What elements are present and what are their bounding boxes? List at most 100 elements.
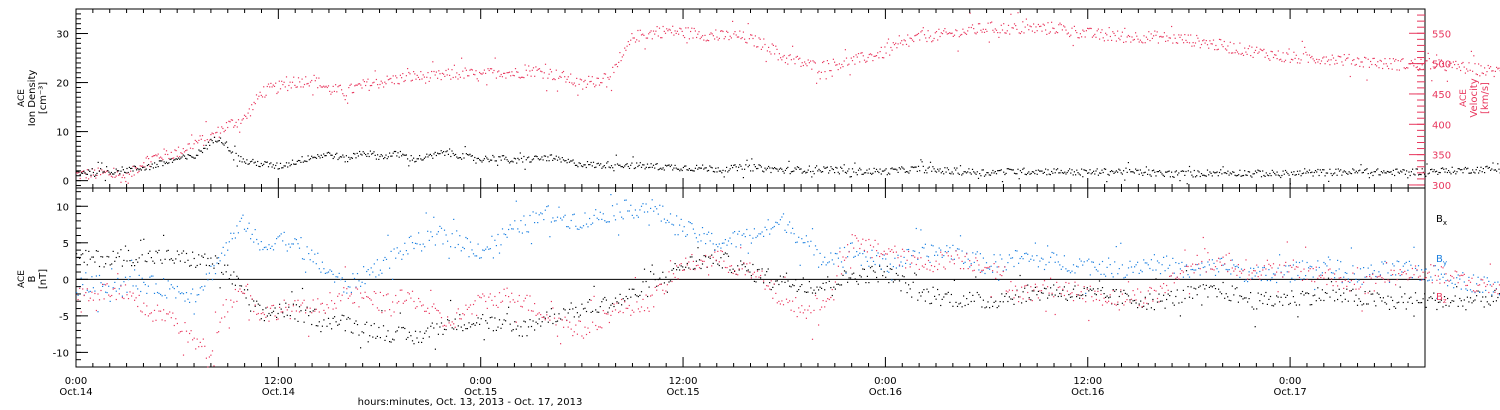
velocity-point (1322, 57, 1324, 59)
velocity-point (1425, 60, 1427, 62)
density-point (1491, 168, 1493, 170)
bx-point (1361, 304, 1363, 306)
velocity-point (1183, 42, 1185, 44)
velocity-point (1390, 63, 1392, 65)
by-point (538, 214, 540, 216)
density-point (1081, 168, 1083, 170)
density-point (255, 164, 258, 166)
density-point (350, 157, 352, 159)
bx-point (202, 256, 204, 258)
by-point (468, 256, 470, 258)
density-point (1165, 171, 1167, 173)
velocity-point (349, 84, 351, 86)
bx-point (686, 262, 688, 265)
by-point (694, 232, 696, 235)
velocity-point (1328, 59, 1330, 61)
by-point (766, 229, 768, 231)
bx-point (508, 306, 510, 308)
bx-point (602, 298, 604, 300)
by-point (651, 199, 653, 201)
density-point (664, 164, 667, 166)
by-point (1419, 279, 1421, 281)
density-point (831, 168, 833, 170)
velocity-point (1046, 33, 1048, 35)
density-point (824, 167, 826, 169)
density-point (868, 168, 870, 170)
bx-point (1108, 297, 1110, 299)
velocity-point (497, 71, 499, 73)
velocity-point (437, 77, 439, 79)
velocity-point (1049, 31, 1051, 33)
by-point (1045, 264, 1047, 266)
density-point (524, 168, 526, 170)
density-point (1462, 172, 1464, 174)
by-point (1051, 251, 1053, 254)
velocity-point (1377, 61, 1379, 63)
velocity-point (415, 78, 417, 80)
velocity-point (770, 53, 772, 55)
bx-point (1141, 306, 1143, 308)
velocity-point (886, 42, 888, 44)
by-point (1260, 279, 1262, 282)
bx-point (680, 265, 682, 267)
velocity-point (324, 86, 326, 88)
bx-point (946, 293, 948, 295)
by-point (1079, 258, 1081, 260)
density-point (1313, 171, 1315, 174)
density-point (1094, 173, 1096, 175)
density-point (276, 162, 278, 164)
by-point (1091, 261, 1093, 263)
velocity-point (742, 31, 744, 33)
velocity-point (1424, 61, 1426, 63)
bx-point (234, 284, 236, 286)
by-point (984, 272, 986, 275)
velocity-point (161, 157, 163, 159)
density-point (616, 163, 619, 165)
density-point (1480, 166, 1482, 168)
velocity-point (782, 56, 784, 58)
bx-point (86, 264, 88, 266)
bx-point (1018, 296, 1020, 298)
density-point (804, 170, 806, 172)
velocity-point (1151, 37, 1153, 39)
density-point (1464, 166, 1466, 169)
bx-point (425, 330, 427, 332)
density-point (574, 164, 577, 166)
velocity-point (1218, 38, 1221, 40)
bx-point (1347, 300, 1349, 302)
density-point (1268, 175, 1270, 177)
by-point (811, 228, 814, 230)
by-point (1492, 291, 1494, 293)
velocity-point (495, 77, 497, 79)
velocity-point (1493, 75, 1495, 78)
velocity-point (1277, 50, 1279, 52)
density-point (820, 171, 822, 173)
by-point (662, 205, 664, 207)
velocity-point (534, 75, 536, 77)
velocity-point (264, 96, 266, 98)
velocity-point (1215, 44, 1217, 47)
bx-point (1011, 298, 1014, 300)
bx-point (749, 271, 751, 273)
density-point (282, 167, 284, 169)
by-point (353, 277, 356, 280)
density-point (1082, 176, 1084, 178)
velocity-point (608, 78, 610, 80)
by-point (743, 233, 745, 235)
bx-point (498, 319, 501, 321)
density-point (193, 157, 195, 159)
by-point (1440, 273, 1442, 275)
velocity-point (494, 57, 496, 59)
velocity-point (162, 159, 164, 161)
by-point (1184, 265, 1186, 267)
by-point (1497, 281, 1499, 283)
by-point (640, 205, 643, 207)
by-point (604, 220, 606, 222)
bx-point (1480, 300, 1482, 302)
by-point (1010, 257, 1012, 259)
bx-point (1379, 297, 1381, 299)
density-point (1001, 181, 1004, 183)
density-point (1305, 172, 1307, 174)
density-point (943, 173, 945, 175)
bx-point (163, 234, 165, 236)
